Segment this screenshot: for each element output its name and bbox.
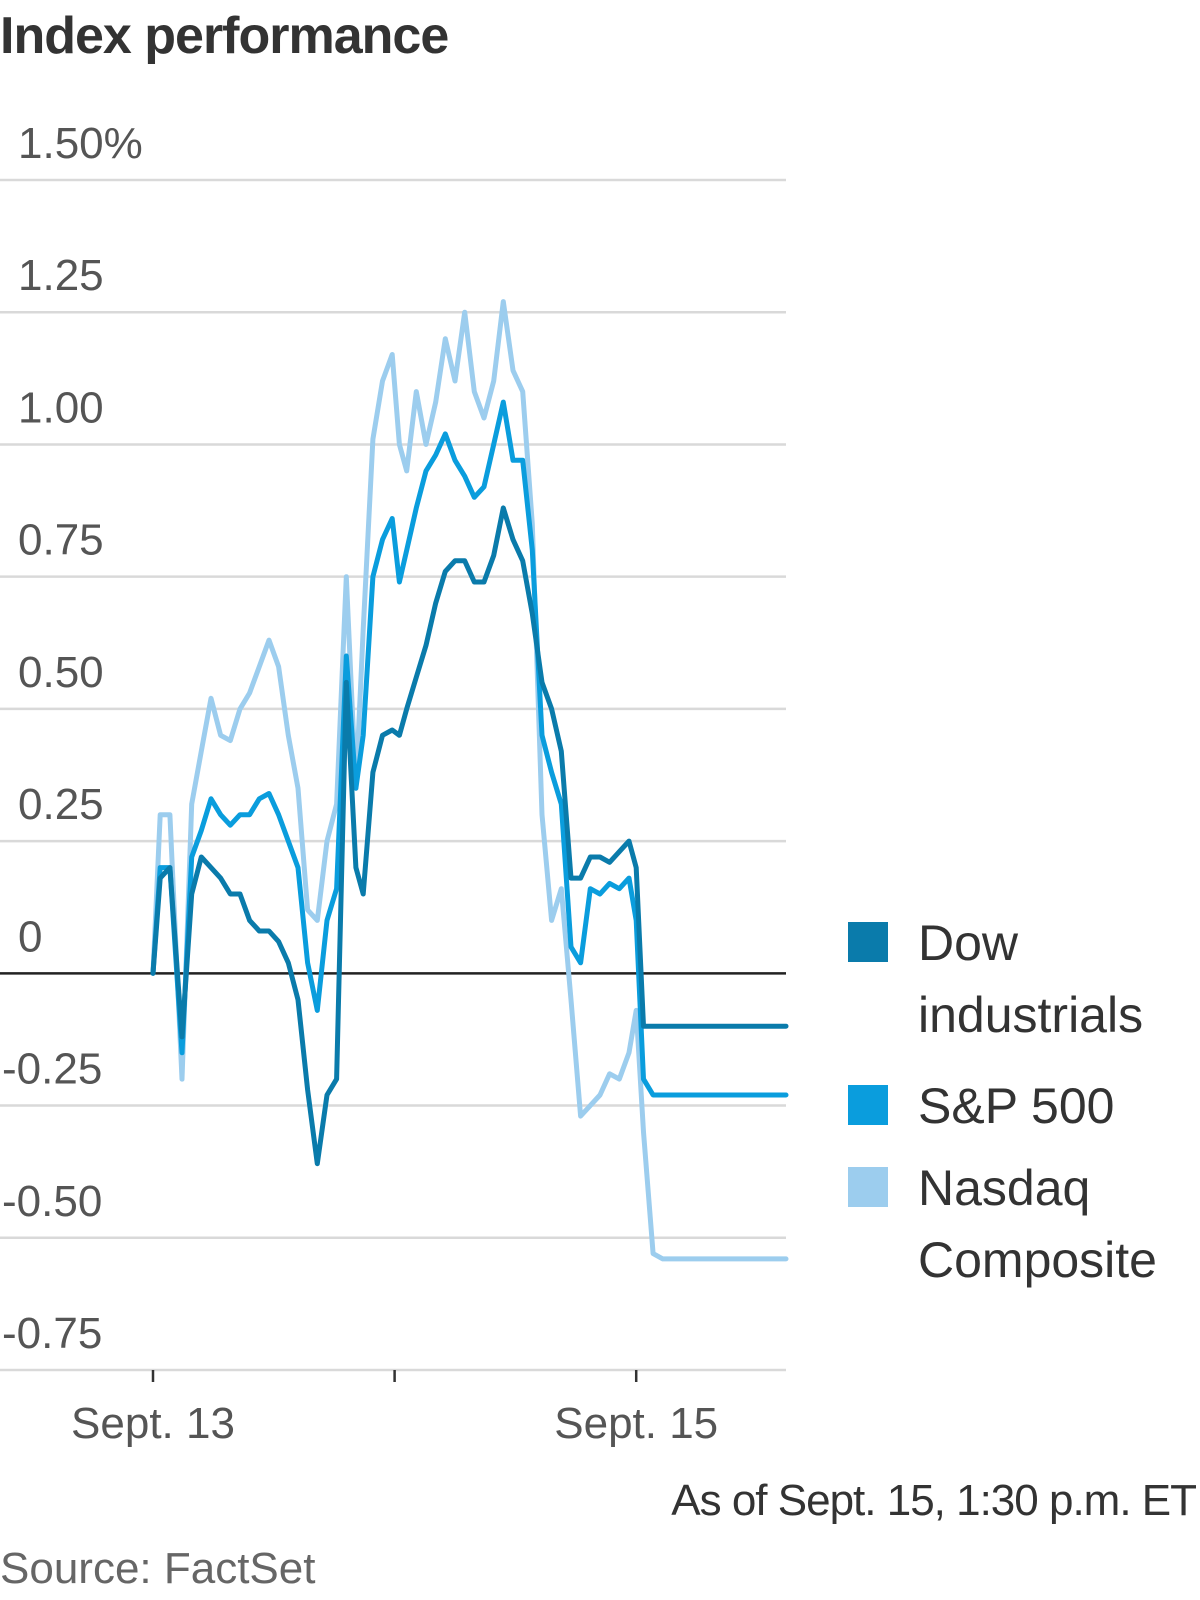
legend-swatch bbox=[848, 1085, 888, 1125]
x-tick-label: Sept. 13 bbox=[71, 1399, 235, 1448]
legend-label: Nasdaq bbox=[918, 1160, 1090, 1216]
legend-label: S&P 500 bbox=[918, 1078, 1114, 1134]
y-axis-tick-labels: 1.50% 1.25 1.00 0.75 0.50 0.25 0 -0.25 -0.50 -0.7… bbox=[2, 119, 143, 1358]
x-tick-label: Sept. 15 bbox=[554, 1399, 718, 1448]
legend-label: Composite bbox=[918, 1232, 1157, 1288]
y-tick-label: 0 bbox=[18, 912, 42, 961]
legend-label: industrials bbox=[918, 987, 1143, 1043]
y-tick-label: 1.00 bbox=[18, 383, 104, 432]
legend-label: Dow bbox=[918, 915, 1019, 971]
x-axis: Sept. 13 Sept. 15 bbox=[71, 1370, 718, 1448]
y-tick-label: -0.75 bbox=[2, 1309, 102, 1358]
y-tick-label: -0.25 bbox=[2, 1045, 102, 1094]
series-line-dow-industrials bbox=[150, 505, 789, 1167]
y-tick-label: 0.25 bbox=[18, 780, 104, 829]
series-line-nasdaq-composite bbox=[150, 299, 789, 1262]
series-lines bbox=[150, 299, 789, 1262]
gridlines bbox=[0, 178, 786, 1372]
y-tick-label: 1.50% bbox=[18, 119, 143, 168]
chart-title: Index performance bbox=[0, 7, 449, 65]
y-tick-label: 0.50 bbox=[18, 648, 104, 697]
legend-swatch bbox=[848, 922, 888, 962]
legend: Dow industrials S&P 500 Nasdaq Composite bbox=[848, 915, 1157, 1288]
y-tick-label: 0.75 bbox=[18, 516, 104, 565]
series-line-s-p-500 bbox=[150, 399, 789, 1098]
timestamp-note: As of Sept. 15, 1:30 p.m. ET bbox=[671, 1476, 1197, 1525]
y-tick-label: -0.50 bbox=[2, 1177, 102, 1226]
y-tick-label: 1.25 bbox=[18, 251, 104, 300]
legend-swatch bbox=[848, 1167, 888, 1207]
source-note: Source: FactSet bbox=[0, 1544, 316, 1593]
